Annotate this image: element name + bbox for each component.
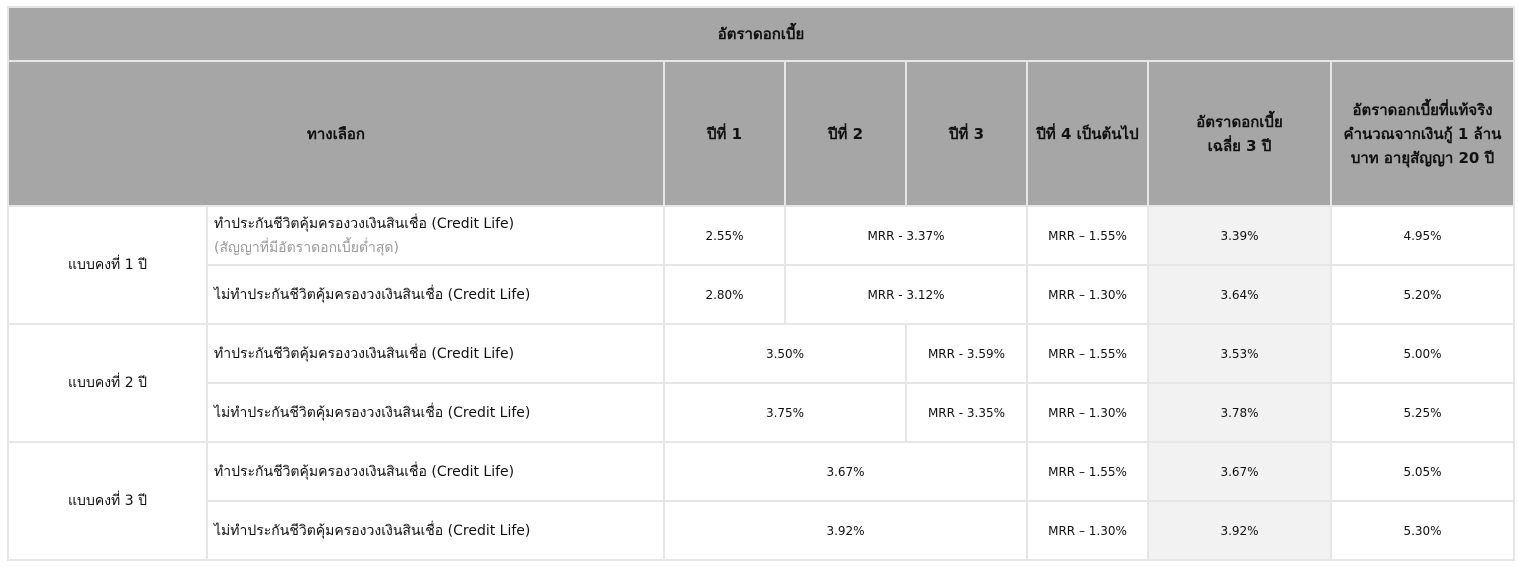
header-year-1: ปีที่ 1 [663,60,786,207]
option-text: ไม่ทำประกันชีวิตคุ้มครองวงเงินสินเชื่อ (… [206,382,665,443]
table-title: อัตราดอกเบี้ย [7,6,1515,62]
header-average-3-years: อัตราดอกเบี้ย เฉลี่ย 3 ปี [1147,60,1332,207]
rate-year-3: MRR - 3.59% [905,323,1028,384]
header-effective-line-1: อัตราดอกเบี้ยที่แท้จริง [1352,100,1493,119]
rate-year-4-onward: MRR – 1.30% [1026,264,1149,325]
header-option: ทางเลือก [7,60,665,207]
table-row: ไม่ทำประกันชีวิตคุ้มครองวงเงินสินเชื่อ (… [8,264,1515,325]
rate-year-2-3: MRR - 3.12% [784,264,1028,325]
rate-average-3-years: 3.39% [1147,205,1332,266]
rate-average-3-years: 3.64% [1147,264,1332,325]
rate-year-4-onward: MRR – 1.30% [1026,500,1149,561]
rate-year-1-2: 3.50% [663,323,907,384]
option-cell: ทำประกันชีวิตคุ้มครองวงเงินสินเชื่อ (Cre… [206,205,665,266]
plan-label: แบบคงที่ 1 ปี [7,205,208,325]
header-year-4-onward: ปีที่ 4 เป็นต้นไป [1026,60,1149,207]
header-effective-rate: อัตราดอกเบี้ยที่แท้จริง คำนวณจากเงินกู้ … [1330,60,1515,207]
interest-rate-table-container: อัตราดอกเบี้ย ทางเลือก ปีที่ 1 ปีที่ 2 ป… [7,6,1515,561]
option-note: (สัญญาที่มีอัตราดอกเบี้ยต่ำสุด) [214,239,399,256]
header-average-line-1: อัตราดอกเบี้ย [1196,112,1283,131]
rate-year-1-2: 3.75% [663,382,907,443]
rate-average-3-years: 3.67% [1147,441,1332,502]
rate-year-1: 2.55% [663,205,786,266]
rate-year-4-onward: MRR – 1.30% [1026,382,1149,443]
table-row: แบบคงที่ 1 ปี ทำประกันชีวิตคุ้มครองวงเงิ… [7,205,1515,325]
rate-effective: 5.25% [1330,382,1515,443]
plan-label: แบบคงที่ 3 ปี [7,441,208,561]
table-row: ไม่ทำประกันชีวิตคุ้มครองวงเงินสินเชื่อ (… [8,382,1515,443]
rate-year-1-3: 3.92% [663,500,1028,561]
rate-year-1-3: 3.67% [663,441,1028,502]
rate-year-3: MRR - 3.35% [905,382,1028,443]
rate-year-4-onward: MRR – 1.55% [1026,441,1149,502]
option-text: ทำประกันชีวิตคุ้มครองวงเงินสินเชื่อ (Cre… [206,323,665,384]
option-text: ทำประกันชีวิตคุ้มครองวงเงินสินเชื่อ (Cre… [214,215,515,232]
rate-year-4-onward: MRR – 1.55% [1026,323,1149,384]
option-text: ทำประกันชีวิตคุ้มครองวงเงินสินเชื่อ (Cre… [206,441,665,502]
rate-average-3-years: 3.92% [1147,500,1332,561]
header-average-line-2: เฉลี่ย 3 ปี [1207,136,1272,155]
header-year-2: ปีที่ 2 [784,60,907,207]
rate-effective: 4.95% [1330,205,1515,266]
rate-effective: 5.00% [1330,323,1515,384]
header-effective-line-2: คำนวณจากเงินกู้ 1 ล้าน [1343,124,1502,143]
option-text: ไม่ทำประกันชีวิตคุ้มครองวงเงินสินเชื่อ (… [206,500,665,561]
rate-average-3-years: 3.78% [1147,382,1332,443]
plan-label: แบบคงที่ 2 ปี [7,323,208,443]
table-row: แบบคงที่ 2 ปี ทำประกันชีวิตคุ้มครองวงเงิ… [7,323,1515,443]
header-effective-line-3: บาท อายุสัญญา 20 ปี [1350,148,1495,167]
table-row: แบบคงที่ 3 ปี ทำประกันชีวิตคุ้มครองวงเงิ… [7,441,1515,561]
option-text: ไม่ทำประกันชีวิตคุ้มครองวงเงินสินเชื่อ (… [206,264,665,325]
title-row: อัตราดอกเบี้ย [7,6,1515,62]
rate-average-3-years: 3.53% [1147,323,1332,384]
table-row: ไม่ทำประกันชีวิตคุ้มครองวงเงินสินเชื่อ (… [8,500,1515,561]
rate-effective: 5.05% [1330,441,1515,502]
rate-effective: 5.30% [1330,500,1515,561]
rate-effective: 5.20% [1330,264,1515,325]
interest-rate-table: อัตราดอกเบี้ย ทางเลือก ปีที่ 1 ปีที่ 2 ป… [7,6,1515,561]
header-year-3: ปีที่ 3 [905,60,1028,207]
header-row: ทางเลือก ปีที่ 1 ปีที่ 2 ปีที่ 3 ปีที่ 4… [7,60,1515,207]
rate-year-4-onward: MRR – 1.55% [1026,205,1149,266]
rate-year-1: 2.80% [663,264,786,325]
rate-year-2-3: MRR - 3.37% [784,205,1028,266]
